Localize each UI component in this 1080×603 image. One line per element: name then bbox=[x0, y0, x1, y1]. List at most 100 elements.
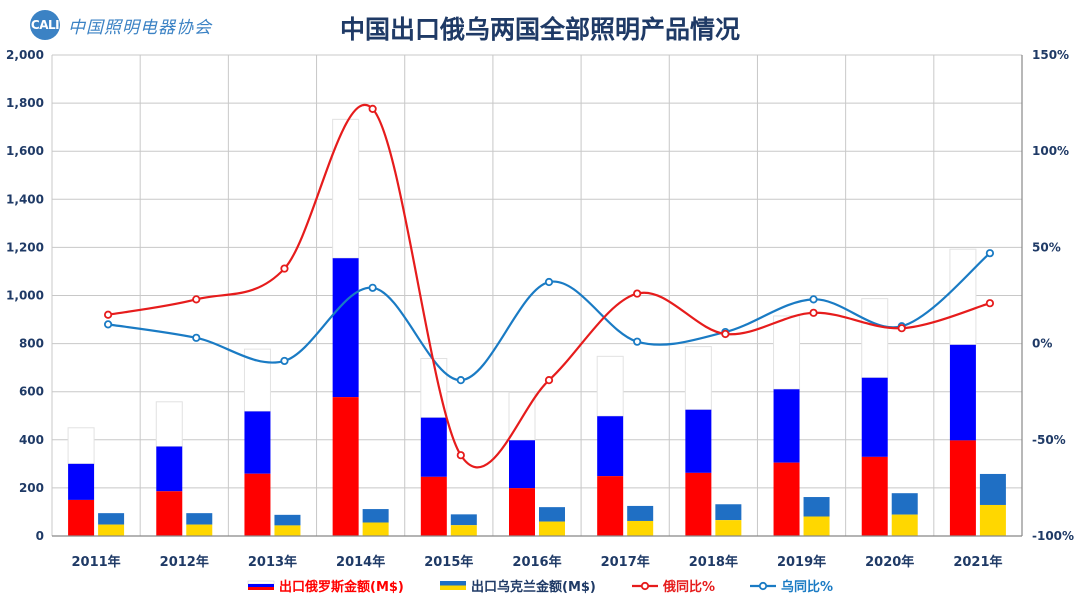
y-right-tick-label: -100% bbox=[1032, 529, 1074, 543]
russia-bar-blue bbox=[156, 446, 183, 492]
ghost-bars bbox=[67, 118, 977, 465]
russia-flag-white-band bbox=[596, 355, 624, 417]
russia-bar-red bbox=[68, 499, 95, 536]
ukraine-bar-yellow bbox=[979, 504, 1006, 536]
russia-flag-white-band bbox=[67, 427, 95, 465]
ukraine-bar-yellow bbox=[715, 520, 742, 536]
ukraine-bar-blue bbox=[274, 514, 301, 526]
legend-label: 俄同比% bbox=[662, 579, 715, 595]
russia-yoy-point bbox=[985, 299, 995, 308]
y-left-tick-label: 1,400 bbox=[6, 192, 44, 206]
x-tick-label: 2018年 bbox=[689, 554, 738, 570]
legend-swatch-marker bbox=[640, 581, 650, 591]
russia-flag-white-band bbox=[861, 298, 889, 379]
ukraine-bar-yellow bbox=[803, 516, 830, 536]
russia-bar-blue bbox=[685, 409, 712, 473]
russia-yoy-point bbox=[368, 104, 377, 113]
russia-bar-blue bbox=[68, 463, 95, 500]
russia-bar-blue bbox=[597, 416, 624, 477]
ukraine-bar-yellow bbox=[274, 525, 301, 536]
russia-bar-red bbox=[597, 476, 624, 536]
ukraine-bar-yellow bbox=[891, 514, 918, 536]
russia-flag-white-band bbox=[684, 346, 712, 411]
russia-bar-blue bbox=[420, 417, 447, 477]
legend-swatch-russia-blue bbox=[248, 584, 274, 587]
y-right-tick-label: 150% bbox=[1032, 48, 1069, 62]
russia-yoy-point bbox=[544, 376, 554, 385]
logo-mark-icon: CALI bbox=[30, 10, 60, 40]
x-tick-label: 2019年 bbox=[777, 554, 826, 570]
legend-item: 俄同比% bbox=[632, 579, 715, 595]
russia-flag-white-band bbox=[773, 315, 801, 390]
ukraine-bar-blue bbox=[715, 504, 742, 521]
ukraine-bar-blue bbox=[362, 509, 389, 523]
y-left-tick-label: 800 bbox=[19, 337, 44, 351]
y-right-tick-label: 100% bbox=[1032, 144, 1069, 158]
russia-flag-white-band bbox=[332, 118, 360, 259]
russia-bar-red bbox=[949, 440, 976, 536]
legend-label: 出口乌克兰金额(M$) bbox=[471, 579, 596, 595]
legend-swatch-russia-red bbox=[248, 587, 274, 590]
y-right-tick-label: -50% bbox=[1032, 433, 1066, 447]
ukraine-bar-blue bbox=[627, 505, 654, 521]
axes: 0 200 400 600 800 1,000 1,200 1,400 1,600 1,800 2,… bbox=[6, 48, 1074, 570]
ukraine-bar-blue bbox=[891, 493, 918, 515]
russia-bar-red bbox=[420, 476, 447, 536]
russia-bar-red bbox=[773, 462, 800, 536]
russia-yoy-point bbox=[897, 324, 906, 333]
russia-bar-red bbox=[685, 472, 712, 536]
y-left-tick-label: 0 bbox=[36, 529, 44, 543]
lines bbox=[103, 104, 995, 469]
ukraine-bar-blue bbox=[539, 507, 565, 522]
bars bbox=[68, 258, 1006, 536]
ukraine-bar-yellow bbox=[627, 520, 654, 536]
ukraine-bar-yellow bbox=[362, 522, 389, 536]
x-tick-label: 2014年 bbox=[336, 554, 385, 570]
ukraine-yoy-point bbox=[809, 295, 818, 304]
ukraine-bar-yellow bbox=[98, 524, 125, 536]
russia-bar-red bbox=[509, 488, 535, 536]
x-tick-label: 2016年 bbox=[512, 554, 561, 570]
russia-flag-white-band bbox=[155, 401, 183, 448]
russia-bar-red bbox=[861, 456, 888, 536]
legend-swatch-russia-white bbox=[247, 580, 275, 585]
russia-flag-white-band bbox=[949, 248, 977, 346]
y-right-tick-label: 50% bbox=[1032, 240, 1061, 254]
ukraine-bar-yellow bbox=[186, 524, 213, 536]
y-left-tick-label: 1,800 bbox=[6, 96, 44, 110]
ukraine-bar-yellow bbox=[450, 525, 477, 536]
y-left-tick-label: 200 bbox=[19, 481, 44, 495]
russia-bar-red bbox=[244, 473, 271, 536]
russia-yoy-point bbox=[809, 308, 818, 317]
russia-yoy-point bbox=[280, 264, 289, 273]
ukraine-bar-blue bbox=[98, 513, 125, 525]
y-left-tick-label: 600 bbox=[19, 385, 44, 399]
legend-swatch-ukraine-blue bbox=[440, 581, 466, 586]
legend-swatch-ukraine-yellow bbox=[440, 585, 466, 590]
ukraine-yoy-point bbox=[192, 333, 201, 342]
ukraine-bar-blue bbox=[979, 473, 1006, 505]
ukraine-bar-blue bbox=[450, 514, 477, 526]
y-right-tick-label: 0% bbox=[1032, 337, 1052, 351]
legend-swatch-marker bbox=[758, 581, 768, 591]
x-tick-label: 2020年 bbox=[865, 554, 914, 570]
russia-yoy-point bbox=[192, 295, 201, 304]
ukraine-bar-blue bbox=[803, 497, 830, 517]
legend-item: 出口俄罗斯金额(M$) bbox=[247, 579, 404, 595]
y-left-tick-label: 400 bbox=[19, 433, 44, 447]
russia-bar-blue bbox=[332, 258, 359, 398]
russia-bar-blue bbox=[244, 411, 271, 474]
chart-title: 中国出口俄乌两国全部照明产品情况 bbox=[339, 15, 740, 44]
legend-item: 乌同比% bbox=[750, 579, 833, 595]
y-left-tick-label: 1,200 bbox=[6, 240, 44, 254]
russia-yoy-point bbox=[103, 310, 113, 319]
x-tick-label: 2021年 bbox=[953, 554, 1002, 570]
x-tick-label: 2012年 bbox=[160, 554, 209, 570]
russia-bar-blue bbox=[949, 344, 976, 441]
logo: CALI 中国照明电器协会 bbox=[30, 10, 212, 40]
legend-item: 出口乌克兰金额(M$) bbox=[440, 579, 596, 595]
ukraine-yoy-point bbox=[280, 356, 289, 366]
russia-bar-blue bbox=[773, 389, 800, 463]
